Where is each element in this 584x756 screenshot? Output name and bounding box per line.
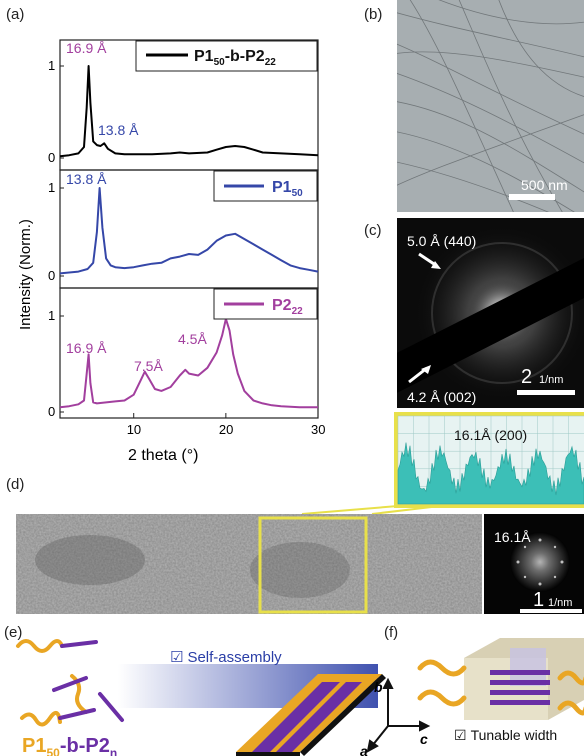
profile-title: 16.1Å (200) — [454, 427, 527, 443]
annotation-bot-16-9: 16.9 Å — [66, 340, 107, 356]
tunable-width-text: ☑ Tunable width — [454, 727, 557, 743]
axis-label-b: b — [374, 679, 383, 695]
annotation-top-16-9: 16.9 Å — [66, 40, 107, 56]
y-tick-bot-1: 1 — [48, 308, 55, 323]
scale-bar-d — [520, 609, 582, 613]
fft-scale-unit: 1/nm — [548, 597, 572, 609]
legend-text-mid: P150 — [272, 179, 303, 199]
beam-stop — [397, 258, 584, 393]
stacked-rods — [490, 670, 550, 705]
y-tick-bot-0: 0 — [48, 404, 55, 419]
x-tick-label-30: 30 — [311, 422, 325, 437]
connector-left — [301, 505, 399, 515]
annotation-bot-4-5: 4.5Å — [178, 331, 207, 347]
tem-fiber-image: 500 nm — [397, 0, 584, 212]
y-axis-label: Intensity (Norm.) — [17, 219, 34, 330]
scale-bar-b — [509, 194, 555, 200]
panel-label-f: (f) — [384, 624, 399, 641]
checkbox-glyph-f: ☑ — [454, 727, 467, 743]
panel-label-e: (e) — [4, 624, 23, 641]
xrd-chart: 10 20 30 1 0 1 0 1 0 Intensity (Norm.) 2 t… — [17, 39, 325, 464]
axis-label-c: c — [420, 731, 428, 747]
saed-scale-unit: 1/nm — [539, 374, 563, 386]
profile-trace — [397, 442, 584, 505]
connector-right — [371, 505, 441, 515]
xrd-series-line-0 — [59, 65, 319, 158]
x-tick-label-20: 20 — [219, 422, 233, 437]
panel-label-c: (c) — [364, 222, 382, 239]
y-tick-mid-1: 1 — [48, 180, 55, 195]
xrd-series-line-1 — [59, 187, 319, 275]
annotation-bot-7-5: 7.5Å — [134, 358, 163, 374]
polymer-formula: P150-b-P2n — [22, 735, 117, 756]
xrd-bot-frame — [59, 287, 319, 419]
legend-text-bot: P222 — [272, 297, 303, 317]
hrtem-highlight-box — [258, 516, 368, 614]
saed-pattern: 5.0 Å (440) 4.2 Å (002) 2 1/nm — [397, 218, 584, 408]
saed-scale-number: 2 — [521, 366, 532, 388]
scale-text-b: 500 nm — [521, 177, 568, 193]
x-tick-label-10: 10 — [127, 422, 141, 437]
checkbox-glyph: ☑ — [170, 649, 183, 666]
scale-bar-c — [517, 390, 575, 395]
panel-f-graphics: b c a ☑ Tunable width — [360, 638, 584, 756]
y-tick-mid-0: 0 — [48, 268, 55, 283]
selfassembly-text: ☑ Self-assembly — [170, 649, 282, 666]
panel-d-graphics: 16.1Å (200) 16.1Å 1 1/nm — [16, 412, 584, 614]
y-tick-top-1: 1 — [48, 58, 55, 73]
fft-label: 16.1Å — [494, 529, 531, 545]
y-tick-top-0: 0 — [48, 150, 55, 165]
saed-annotation-440: 5.0 Å (440) — [407, 233, 476, 249]
x-axis-label: 2 theta (°) — [128, 447, 198, 464]
saed-annotation-002: 4.2 Å (002) — [407, 389, 476, 405]
panel-label-a: (a) — [6, 6, 25, 23]
panel-e-graphics: ☑ Self-assembly P150-b-P2n — [16, 639, 386, 756]
xrd-series-line-2 — [59, 317, 318, 409]
polymer-rods — [52, 640, 124, 722]
panel-label-b: (b) — [364, 6, 383, 23]
panel-label-d: (d) — [6, 476, 25, 493]
crystal-axes — [366, 677, 431, 753]
annotation-mid-13-8: 13.8 Å — [66, 171, 107, 187]
axis-label-a: a — [360, 743, 368, 756]
annotation-top-13-8: 13.8 Å — [98, 122, 139, 138]
legend-text-top: P150-b-P222 — [194, 48, 276, 68]
fft-scale-number: 1 — [533, 589, 544, 611]
